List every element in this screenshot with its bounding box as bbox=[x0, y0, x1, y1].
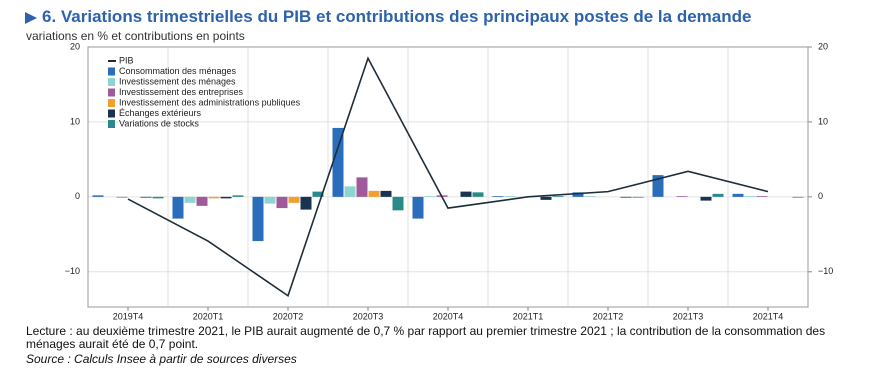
legend-swatch bbox=[108, 88, 115, 97]
y2-tick-label: −10 bbox=[818, 266, 833, 276]
bar bbox=[540, 196, 552, 200]
legend-label: Échanges extérieurs bbox=[119, 108, 202, 118]
bar bbox=[676, 196, 688, 197]
y2-tick-label: 0 bbox=[818, 191, 823, 201]
note: Lecture : au deuxième trimestre 2021, le… bbox=[26, 324, 826, 351]
bar bbox=[552, 196, 564, 197]
legend-label: Investissement des entreprises bbox=[119, 87, 244, 97]
x-tick-label: 2020T2 bbox=[273, 311, 304, 321]
source: Source : Calculs Insee à partir de sourc… bbox=[26, 352, 297, 366]
line bbox=[127, 56, 769, 298]
bar bbox=[344, 186, 356, 197]
y-tick-label: 0 bbox=[75, 191, 80, 201]
bar bbox=[584, 196, 596, 197]
bar bbox=[732, 193, 744, 197]
x-tick-label: 2021T2 bbox=[593, 311, 624, 321]
bar bbox=[572, 192, 584, 197]
bar bbox=[652, 175, 664, 197]
legend-swatch bbox=[108, 120, 115, 128]
bar bbox=[756, 196, 768, 197]
bar bbox=[424, 196, 436, 197]
legend-swatch bbox=[108, 99, 115, 107]
bar bbox=[288, 196, 300, 203]
y-tick-label: 10 bbox=[70, 116, 80, 126]
bar bbox=[380, 190, 392, 197]
bar bbox=[792, 196, 804, 198]
x-tick-label: 2020T3 bbox=[353, 311, 384, 321]
x-tick-label: 2021T4 bbox=[753, 311, 784, 321]
x-tick-label: 2020T1 bbox=[193, 311, 224, 321]
legend-label: Investissement des ménages bbox=[119, 76, 236, 86]
bar bbox=[744, 196, 756, 197]
bar bbox=[276, 196, 288, 209]
bar bbox=[116, 196, 128, 198]
bar bbox=[220, 196, 232, 199]
legend-swatch bbox=[108, 78, 115, 86]
bar bbox=[492, 196, 504, 197]
legend-label: PIB bbox=[119, 55, 134, 65]
chart: −10 0 10 20 −10 0 10 20 2019T4 2020T1 2020T2 2020T3… bbox=[65, 41, 834, 321]
y-tick-label: 20 bbox=[70, 41, 80, 51]
legend-label: Consommation des ménages bbox=[119, 66, 237, 76]
y-tick-label: −10 bbox=[65, 266, 80, 276]
bar bbox=[252, 196, 264, 242]
bar bbox=[620, 196, 632, 198]
bar bbox=[264, 196, 276, 204]
chart-title: 6. Variations trimestrielles du PIB et c… bbox=[42, 7, 752, 26]
bar bbox=[232, 195, 244, 197]
bar bbox=[632, 196, 644, 198]
bar bbox=[196, 196, 208, 206]
y2-tick-label: 10 bbox=[818, 116, 828, 126]
bar bbox=[700, 196, 712, 201]
chart-subtitle: variations en % et contributions en poin… bbox=[26, 29, 245, 43]
bar bbox=[392, 196, 404, 211]
bar bbox=[368, 190, 380, 197]
bar bbox=[92, 195, 104, 197]
bar bbox=[504, 196, 516, 197]
bar bbox=[184, 196, 196, 203]
bar bbox=[712, 193, 724, 197]
bar bbox=[312, 191, 324, 197]
x-tick-label: 2019T4 bbox=[113, 311, 144, 321]
x-tick-label: 2021T3 bbox=[673, 311, 704, 321]
x-tick-label: 2020T4 bbox=[433, 311, 464, 321]
bar bbox=[140, 196, 152, 198]
bar bbox=[412, 196, 424, 219]
bar bbox=[152, 196, 164, 199]
legend-label: Investissement des administrations publi… bbox=[119, 97, 301, 107]
bar bbox=[472, 192, 484, 197]
bar bbox=[300, 196, 312, 210]
title-arrow bbox=[25, 12, 37, 24]
bar bbox=[460, 191, 472, 197]
bar bbox=[172, 196, 184, 219]
bar bbox=[356, 177, 368, 197]
bar bbox=[208, 196, 220, 199]
legend-swatch bbox=[108, 67, 115, 76]
legend-label: Variations de stocks bbox=[119, 118, 199, 128]
x-tick-label: 2021T1 bbox=[513, 311, 544, 321]
y2-tick-label: 20 bbox=[818, 41, 828, 51]
legend-swatch bbox=[108, 109, 115, 118]
bar bbox=[332, 127, 344, 197]
